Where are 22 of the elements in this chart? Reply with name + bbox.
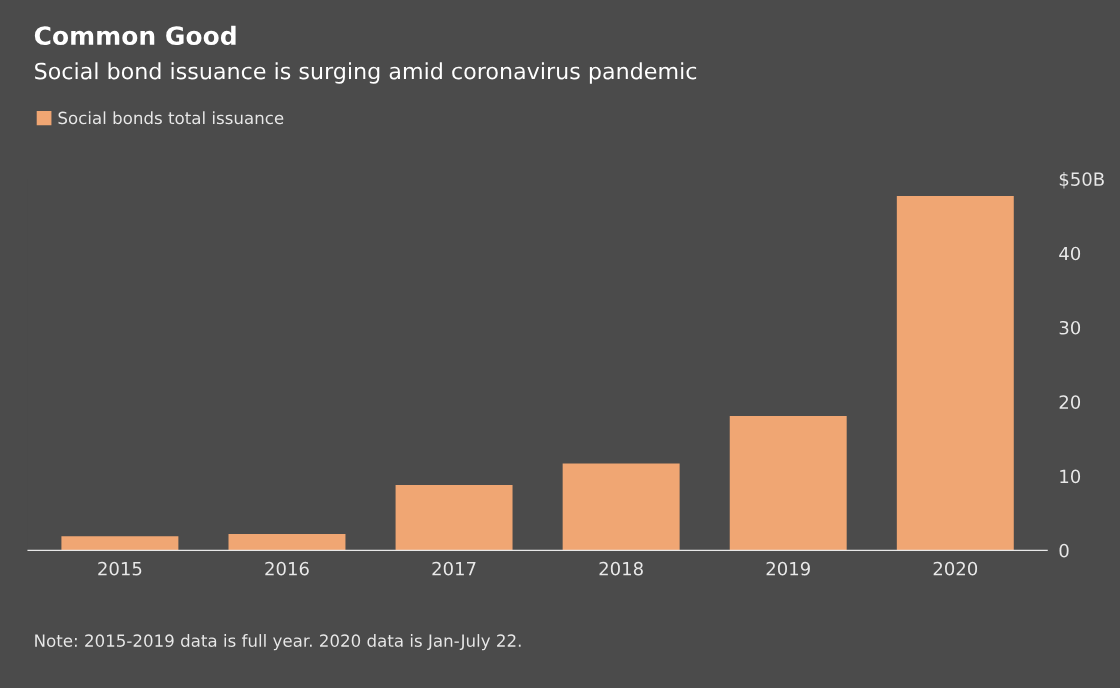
x-tick-label: 2020 [933, 561, 978, 576]
y-tick-label: $50B [1059, 172, 1104, 189]
bar [228, 534, 346, 551]
x-tick-label: 2015 [98, 561, 142, 576]
y-tick-label: 10 [1060, 469, 1081, 484]
y-tick-label: 40 [1059, 246, 1081, 261]
text: Note: 2015-2019 data is full year. 2020 data is Jan-July 22. [35, 634, 521, 651]
bar [61, 536, 179, 551]
bar [729, 415, 847, 551]
x-tick-label: 2019 [766, 561, 810, 576]
bar [896, 195, 1014, 551]
x-tick-label: 2016 [265, 561, 309, 576]
y-tick-label: 20 [1059, 395, 1081, 409]
y-tick-label: 0 [1059, 543, 1069, 558]
x-tick-label: 2018 [599, 561, 643, 576]
bar [562, 463, 680, 551]
chart-subtitle: Social bond issuance is surging amid coronavirus pandemic [35, 62, 697, 84]
y-tick-label: 30 [1059, 320, 1081, 335]
bar [395, 485, 513, 551]
legend-label: Social bonds total issuance [58, 111, 284, 125]
chart-title: Common Good [34, 25, 236, 46]
x-tick-label: 2017 [432, 561, 476, 576]
